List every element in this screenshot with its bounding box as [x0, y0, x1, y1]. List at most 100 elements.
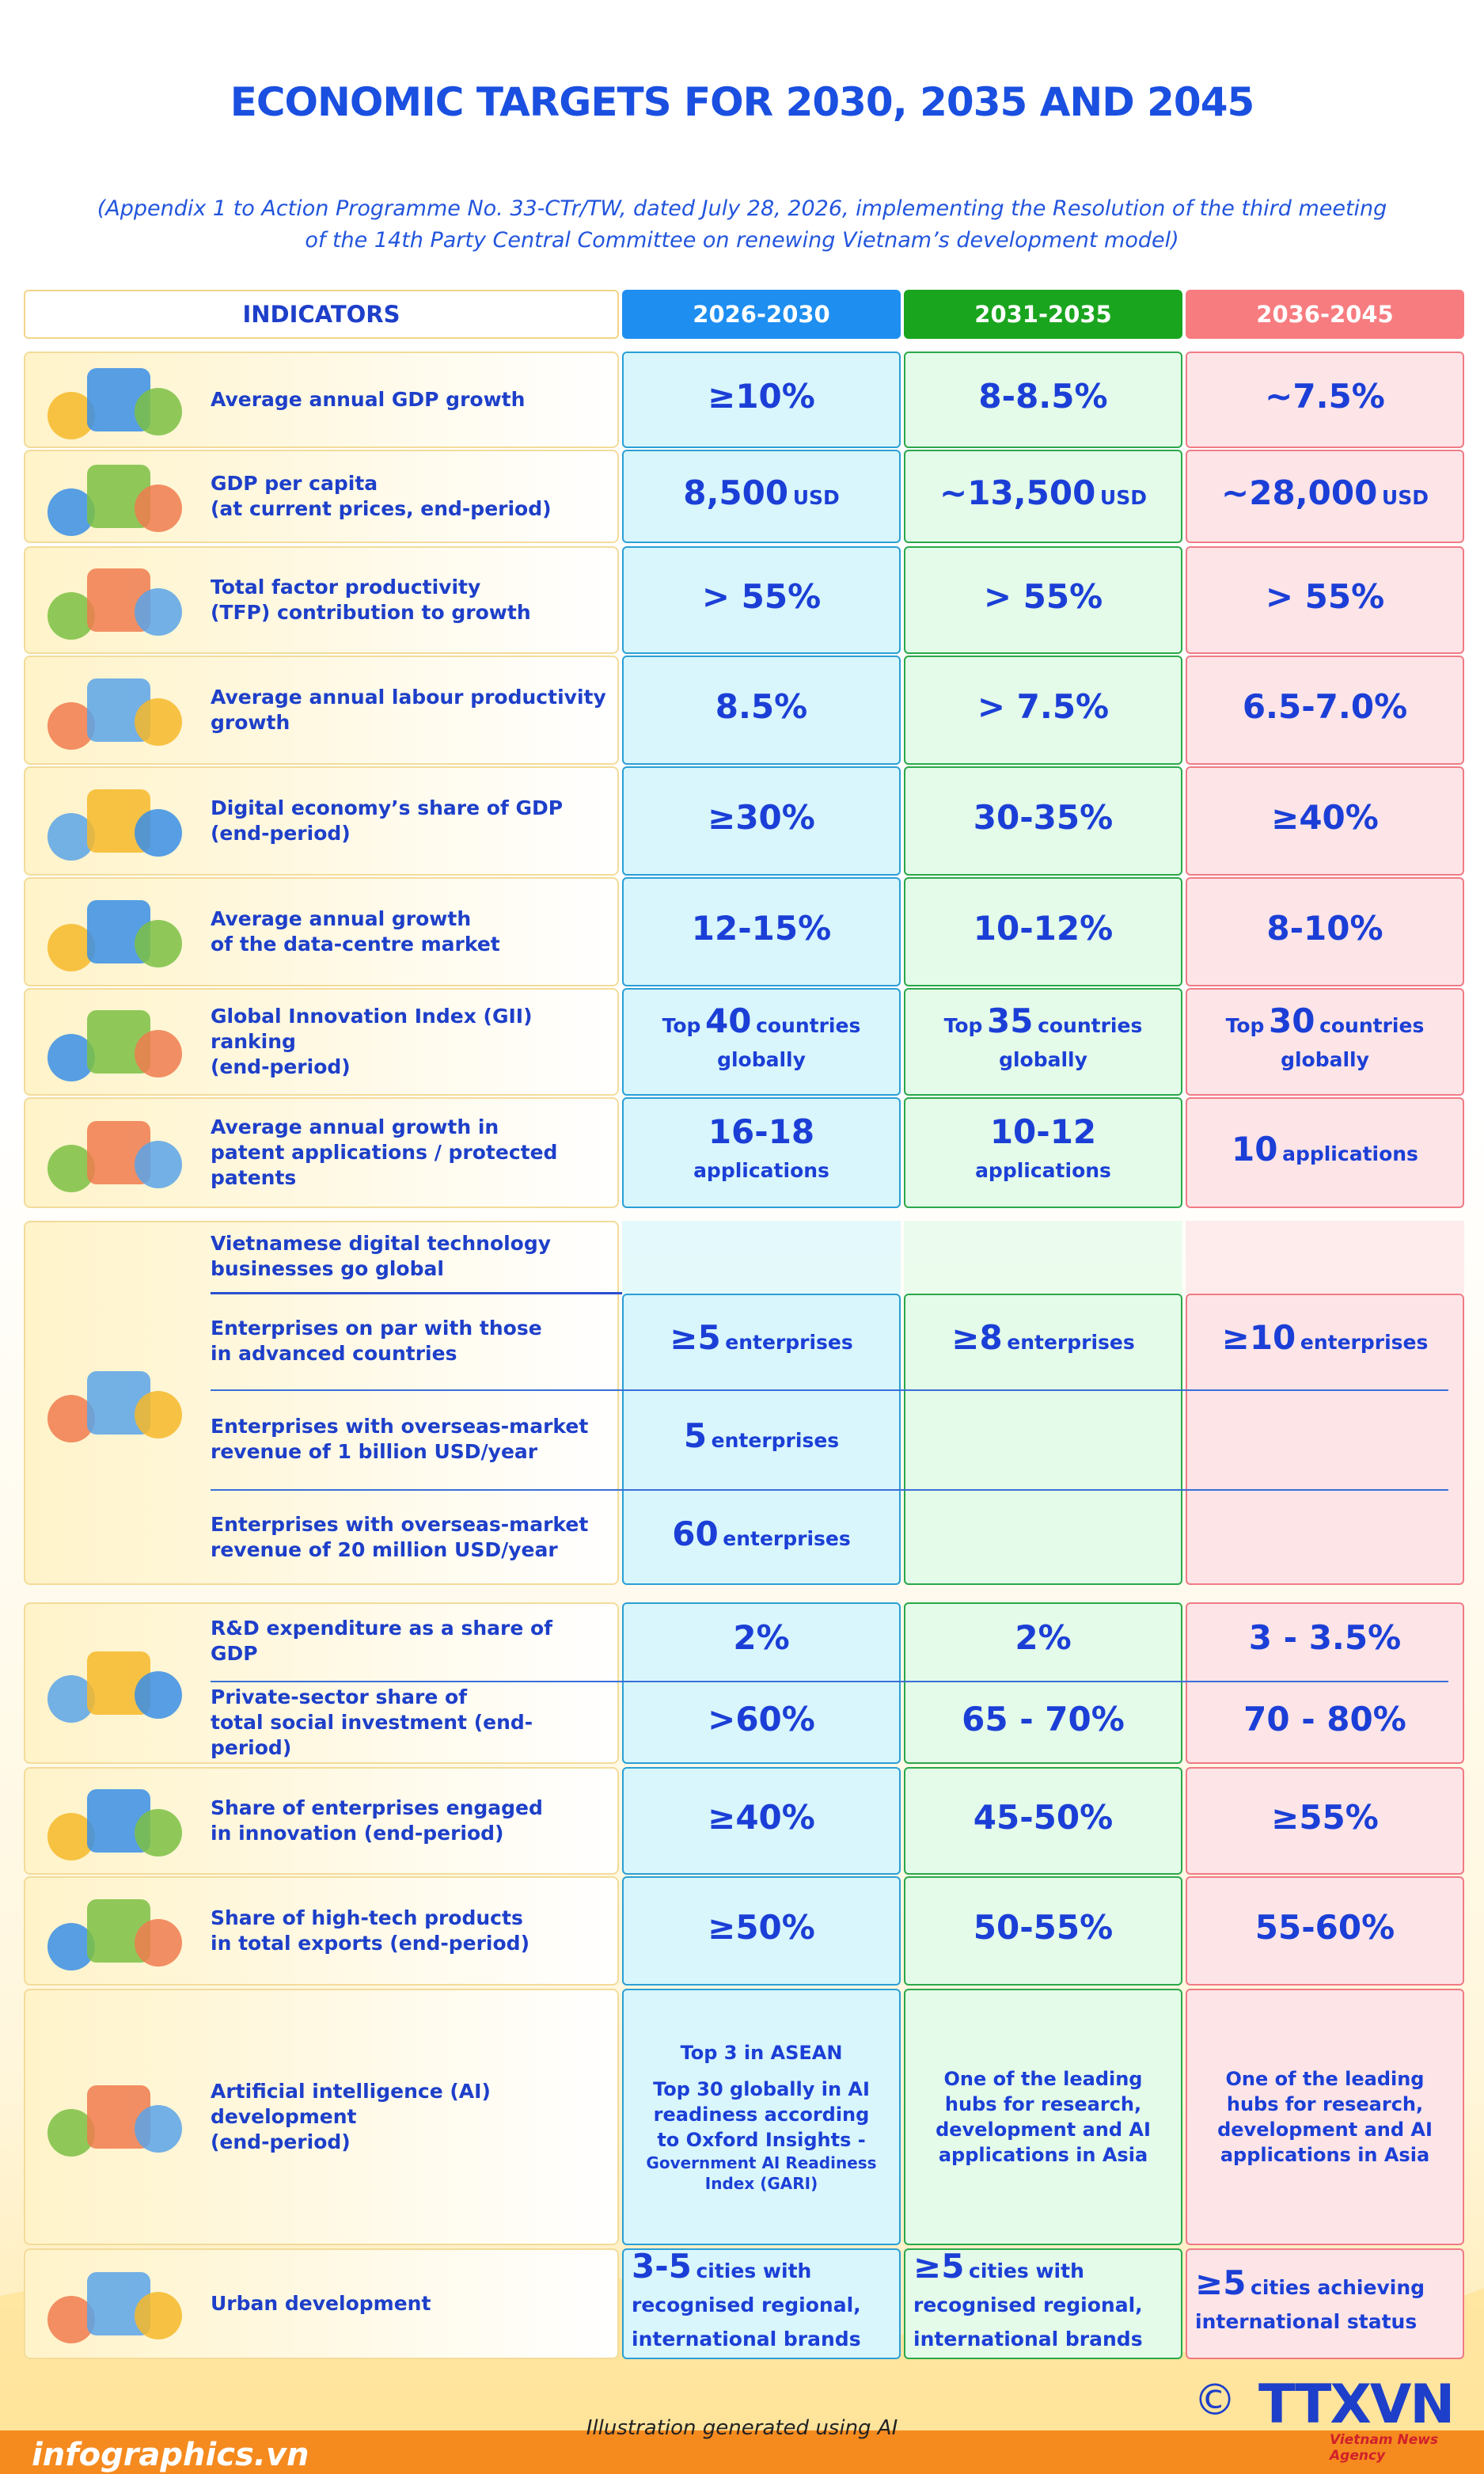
indicator-line: in total exports (end-period)	[211, 1932, 530, 1955]
cell-unit: cities achieving international status	[1195, 2276, 1425, 2333]
cell: 8-8.5%	[904, 352, 1182, 448]
cell: 6.5-7.0%	[1186, 656, 1464, 765]
cell-box	[904, 766, 1182, 876]
indicator: Average annual growth in patent applicati…	[211, 1097, 606, 1208]
cell: Top 40 countries globally	[622, 988, 901, 1096]
cell-box	[622, 1294, 901, 1585]
cell-box	[622, 656, 901, 765]
cell-value: 30	[1269, 1001, 1315, 1040]
cell-box	[904, 1876, 1182, 1986]
icon-shape	[135, 588, 182, 636]
cell-value-line: ≥8 enterprises	[951, 1321, 1135, 1361]
header-cell: INDICATORS	[24, 290, 619, 339]
cell-box	[904, 2248, 1182, 2359]
cell: 45-50%	[904, 1767, 1182, 1875]
cell-box	[622, 450, 901, 543]
indicator-line: Digital economy’s share of GDP	[211, 796, 564, 819]
indicator-line: (end-period)	[211, 2130, 351, 2153]
cell: 60 enterprises	[622, 1490, 901, 1585]
cell-value: ≥50%	[708, 1907, 815, 1947]
cell-box	[904, 1097, 1182, 1208]
cell-text: Top 3 in ASEAN	[680, 2042, 843, 2064]
cell-value: 50-55%	[973, 1907, 1114, 1947]
cell-unit: USD	[1099, 485, 1147, 509]
cell-text: One of the leading hubs for research, de…	[936, 2068, 1151, 2166]
indicator-line: of the data-centre market	[211, 933, 500, 956]
cell-value: > 55%	[1265, 576, 1385, 616]
icon	[47, 561, 190, 640]
cell-value: 65 - 70%	[962, 1699, 1125, 1739]
cell-value-line: ≥30%	[708, 800, 815, 841]
cell: 70 - 80%	[1186, 1682, 1464, 1764]
cell-value: ≥8	[951, 1317, 1003, 1357]
indicator-line: Artificial intelligence (AI) development	[211, 2080, 491, 2128]
cell: 8-10%	[1186, 877, 1464, 986]
cell: 2%	[904, 1602, 1182, 1680]
cell-value-line: 10-12%	[974, 911, 1113, 952]
cell-value-line: > 55%	[984, 580, 1103, 620]
indicator-line: businesses go global	[211, 1257, 444, 1280]
cell-value-line: 16-18 applications	[644, 1115, 879, 1189]
cell: ≥40%	[622, 1767, 901, 1875]
cell-value-line: 3-5 cities with recognised regional, int…	[632, 2249, 891, 2358]
cell-box	[1186, 766, 1464, 876]
cell-box	[904, 1989, 1182, 2245]
indicator-line: in innovation (end-period)	[211, 1822, 504, 1845]
icon-shape	[135, 698, 182, 746]
cell: 10-12 applications	[904, 1097, 1182, 1208]
cell-value: 12-15%	[691, 908, 832, 948]
cell-text: Government AI Readiness Index (GARI)	[646, 2153, 877, 2193]
cell-value-line: 8,500 USD	[683, 476, 840, 516]
cell-value-line: 65 - 70%	[962, 1702, 1125, 1742]
icon	[47, 892, 190, 971]
indicator-line: Enterprises with overseas-market	[211, 1415, 589, 1438]
agency: Vietnam News Agency	[1330, 2432, 1439, 2464]
cell-value: ≥30%	[708, 797, 815, 837]
cell-box	[904, 1602, 1182, 1764]
icon-shape	[135, 1919, 182, 1967]
cell-value-line: 6.5-7.0%	[1243, 690, 1407, 730]
cell-value: 5	[683, 1416, 708, 1455]
indicator-card	[24, 2248, 619, 2359]
cell-value-line: 8-8.5%	[978, 379, 1107, 420]
cell-unit: enterprises	[723, 1526, 851, 1550]
cell-value: 8.5%	[715, 686, 808, 726]
cell-value-line: ≥5 enterprises	[670, 1321, 853, 1361]
cell-value-line: 3 - 3.5%	[1249, 1621, 1401, 1661]
cell-box	[622, 1767, 901, 1875]
cell: ~13,500 USD	[904, 450, 1182, 543]
icon-shape	[135, 2105, 182, 2153]
cell-value: ≥55%	[1271, 1797, 1379, 1837]
indicator: Global Innovation Index (GII) ranking (en…	[211, 988, 606, 1096]
cell-value-line: ~28,000 USD	[1221, 476, 1429, 516]
cell-box	[622, 988, 901, 1096]
cell-value-line: 5 enterprises	[684, 1419, 839, 1459]
cell-unit: cities with recognised regional, interna…	[632, 2259, 861, 2350]
cell: >60%	[622, 1682, 901, 1764]
indicator: Average annual labour productivity growth	[211, 656, 606, 765]
cell-box	[904, 546, 1182, 654]
cell-value: 55-60%	[1254, 1907, 1395, 1947]
cell-box	[1186, 1294, 1464, 1585]
indicator: Artificial intelligence (AI) development…	[211, 1989, 606, 2245]
indicator-line: Average annual growth	[211, 907, 472, 930]
cell-value-line: ≥10%	[708, 379, 815, 420]
cell-value-line: 55-60%	[1255, 1910, 1395, 1951]
icon	[47, 1002, 190, 1081]
icon-shape	[135, 809, 182, 857]
cell: 10 applications	[1186, 1097, 1464, 1208]
cell-unit: applications	[975, 1159, 1111, 1182]
indicator: Digital economy’s share of GDP (end-perio…	[211, 766, 606, 876]
indicator: Urban development	[211, 2248, 606, 2359]
cell: 8,500 USD	[622, 450, 901, 543]
cell-value: ≥10	[1221, 1317, 1296, 1357]
indicator: Average annual GDP growth	[211, 352, 606, 448]
indicator-line: Share of enterprises engaged	[211, 1796, 543, 1819]
cell-box	[1186, 877, 1464, 986]
cell-box	[622, 546, 901, 654]
cell-unit: countries globally	[717, 1014, 861, 1071]
divider	[211, 1681, 1448, 1682]
cell-box	[1186, 988, 1464, 1096]
cell: Top 35 countries globally	[904, 988, 1182, 1096]
